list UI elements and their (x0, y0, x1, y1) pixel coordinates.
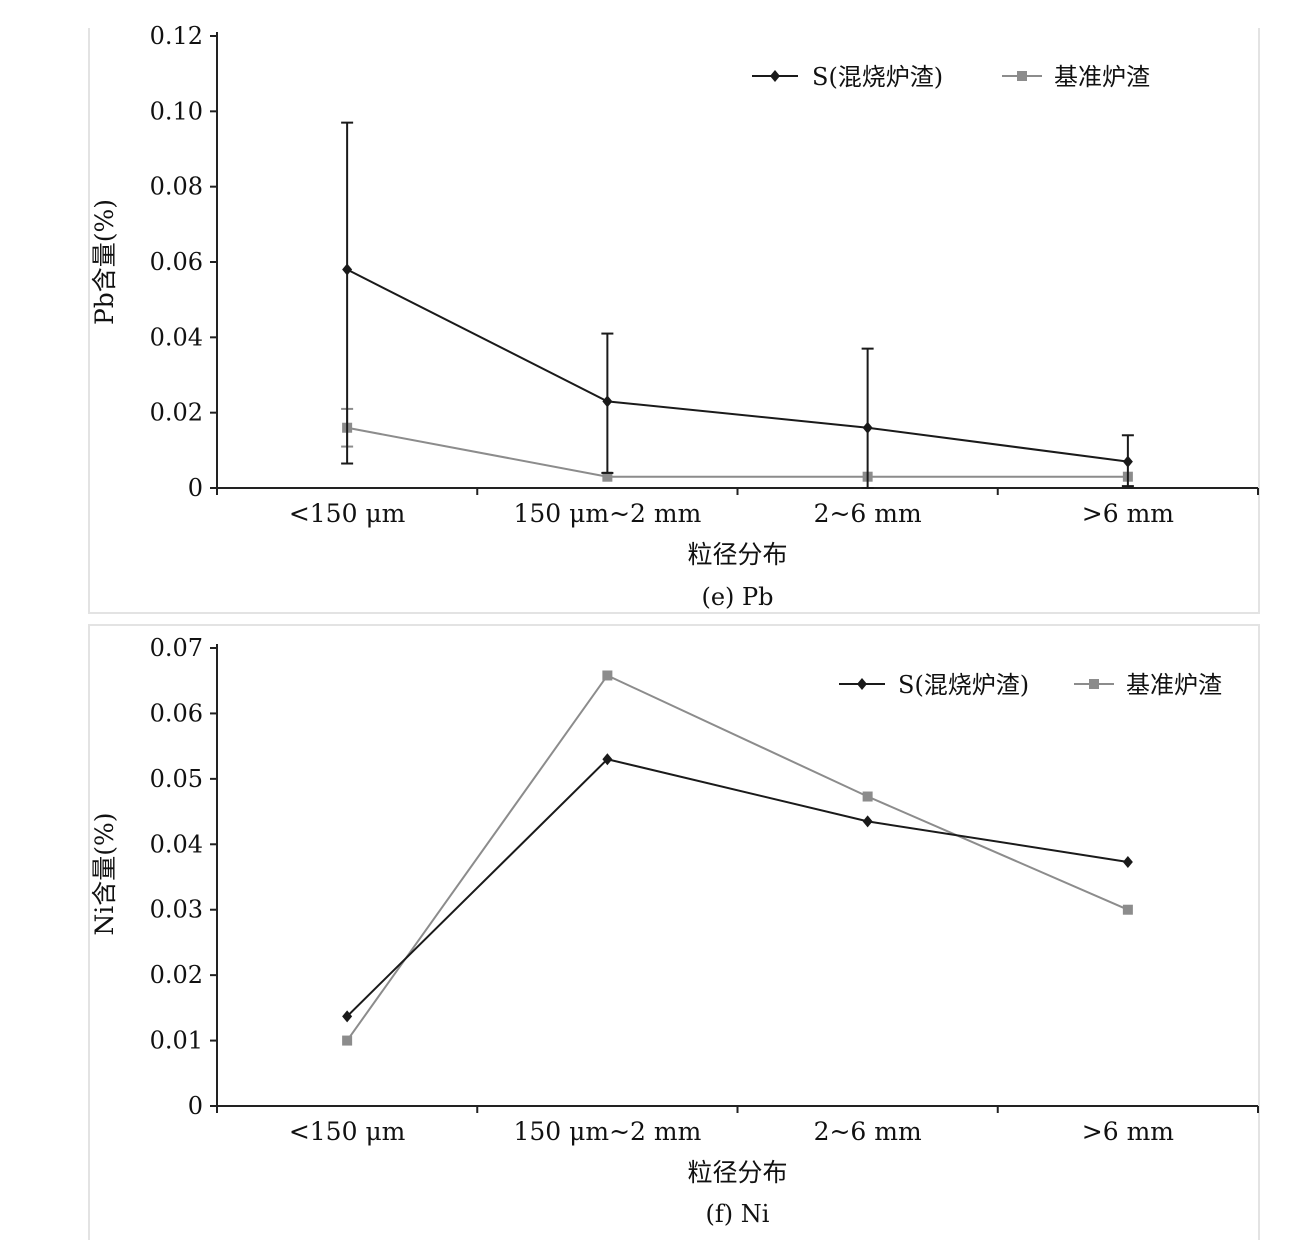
data-point-diamond (342, 263, 353, 276)
data-point-square (342, 1035, 353, 1046)
x-tick-label: >6 mm (1082, 499, 1175, 528)
x-tick-label: >6 mm (1082, 1117, 1175, 1146)
data-point-diamond (342, 1010, 353, 1023)
pb-chart: 0 0.02 0.04 0.06 0.08 0.10 0.12 <150 μm 150 μm~2… (90, 22, 1259, 611)
legend-label: S(混烧炉渣) (898, 671, 1029, 699)
y-axis-title: Pb含量(%) (90, 199, 119, 325)
series-line (346, 426, 1128, 478)
data-point-diamond (862, 815, 873, 828)
y-tick-label: 0.02 (150, 961, 203, 989)
y-axis-title: Ni含量(%) (90, 812, 119, 935)
x-axis-title: 粒径分布 (687, 540, 787, 569)
series-line (346, 268, 1129, 463)
data-point-diamond (1122, 455, 1133, 468)
ni-chart: 0 0.01 0.02 0.03 0.04 0.05 0.06 0.07 <150 μm 150 … (90, 634, 1259, 1228)
chart-panel-ni: 0 0.01 0.02 0.03 0.04 0.05 0.06 0.07 <150 μm 150 … (0, 624, 1292, 1248)
y-tick-label: 0.03 (150, 896, 203, 924)
y-tick-label: 0.01 (150, 1027, 203, 1055)
y-tick-label: 0.04 (150, 830, 203, 858)
data-point-diamond (602, 753, 613, 766)
frame-top-border (88, 624, 1260, 626)
y-tick-label: 0 (188, 474, 203, 502)
x-tick-label: 2~6 mm (814, 1117, 922, 1146)
frame-left-border (88, 28, 90, 614)
x-tick-label: <150 μm (289, 499, 406, 528)
y-tick-label: 0.07 (150, 634, 203, 662)
x-tick-label: <150 μm (289, 1117, 406, 1146)
data-point-square (602, 670, 613, 681)
data-point-diamond (862, 421, 873, 434)
legend-swatch-marker (857, 678, 867, 690)
data-point-diamond (602, 395, 613, 408)
legend-label: 基准炉渣 (1126, 671, 1222, 699)
x-tick-label: 2~6 mm (814, 499, 922, 528)
x-tick-label: 150 μm~2 mm (513, 1117, 701, 1146)
legend-label: 基准炉渣 (1054, 63, 1150, 91)
frame-right-border (1258, 624, 1260, 1240)
chart-panel-pb: 0 0.02 0.04 0.06 0.08 0.10 0.12 <150 μm 150 μm~2… (0, 0, 1292, 618)
y-tick-label: 0.05 (150, 765, 203, 793)
legend-label: S(混烧炉渣) (812, 63, 943, 91)
y-tick-label: 0.10 (150, 97, 203, 125)
legend-swatch-marker (1017, 71, 1027, 81)
frame-bottom-border (88, 612, 1260, 614)
x-axis-title: 粒径分布 (687, 1158, 787, 1187)
series-line (346, 758, 1129, 1018)
y-tick-label: 0.06 (150, 699, 203, 727)
y-tick-label: 0.06 (150, 248, 203, 276)
frame-left-border (88, 624, 90, 1240)
legend-swatch-marker (770, 70, 780, 82)
series-line (346, 674, 1129, 1042)
data-point-square (862, 791, 873, 802)
legend-swatch-marker (1089, 679, 1099, 689)
data-point-diamond (1122, 855, 1133, 868)
y-tick-label: 0.08 (150, 173, 203, 201)
data-point-square (602, 471, 613, 482)
y-tick-label: 0 (188, 1092, 203, 1120)
chart-caption: (e) Pb (701, 583, 773, 611)
y-tick-label: 0.12 (150, 22, 203, 50)
y-tick-label: 0.04 (150, 323, 203, 351)
chart-caption: (f) Ni (706, 1200, 770, 1228)
y-tick-label: 0.02 (150, 399, 203, 427)
data-point-square (1122, 904, 1133, 915)
frame-right-border (1258, 28, 1260, 614)
x-tick-label: 150 μm~2 mm (513, 499, 701, 528)
